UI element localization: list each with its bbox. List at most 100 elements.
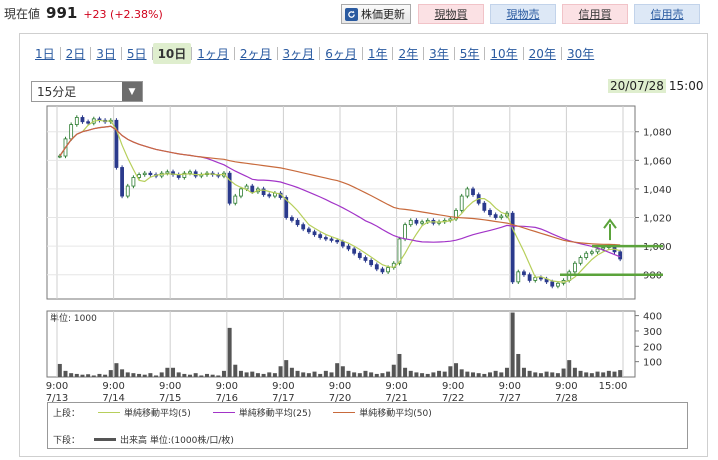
price-tick-label: 980 — [643, 271, 662, 282]
candle-body — [295, 219, 300, 226]
refresh-icon — [345, 7, 358, 21]
volume-bar — [57, 363, 62, 377]
candle-body — [386, 267, 391, 273]
tab-period[interactable]: 20年 — [528, 46, 556, 61]
tab-period[interactable]: 5日 — [126, 46, 147, 61]
tab-period[interactable]: 30年 — [566, 46, 595, 61]
volume-bar — [578, 370, 583, 377]
candle-body — [284, 197, 289, 218]
price-tick-label: 1,040 — [643, 185, 672, 196]
volume-unit-label: 単位: 1000 — [50, 312, 97, 324]
volume-bar — [63, 370, 68, 377]
candle-body — [578, 257, 583, 264]
volume-bar — [284, 360, 289, 377]
tab-period[interactable]: 1年 — [367, 46, 388, 61]
candle-body — [516, 271, 521, 283]
date-axis-label: 7/15 — [159, 393, 181, 404]
volume-bar — [91, 375, 96, 377]
candle-body — [239, 188, 243, 197]
tab-period[interactable]: 10年 — [490, 46, 518, 61]
legend-upper-label: 上段： — [53, 409, 81, 419]
tab-separator — [392, 46, 394, 60]
candle-body — [267, 194, 272, 197]
candle-body — [357, 252, 362, 258]
legend-ma50: 単純移動平均(50) — [359, 409, 432, 419]
volume-bar — [448, 366, 453, 377]
tab-separator — [453, 46, 455, 60]
tab-period[interactable]: 1ヶ月 — [197, 46, 229, 61]
candle-body — [244, 185, 249, 190]
volume-bar — [437, 370, 442, 377]
tab-separator — [560, 46, 562, 60]
volume-bar — [595, 371, 600, 377]
candle-body — [148, 172, 153, 176]
tab-period[interactable]: 3年 — [429, 46, 449, 61]
volume-bar — [471, 372, 476, 377]
candle-body — [323, 237, 328, 240]
date-axis-label: 7/21 — [385, 393, 407, 404]
volume-bar — [459, 369, 464, 377]
volume-bar — [391, 364, 396, 377]
volume-bar — [340, 366, 345, 377]
volume-bar — [312, 371, 317, 377]
margin-buy-button[interactable]: 信用買 — [562, 4, 628, 24]
volume-bar — [278, 366, 283, 377]
time-axis-label: 9:00 — [555, 381, 577, 392]
volume-bar — [487, 372, 492, 377]
refresh-price-button[interactable]: 株価更新 — [341, 4, 411, 24]
tab-period[interactable]: 5年 — [459, 46, 480, 61]
volume-bar — [120, 369, 125, 377]
volume-bar — [544, 371, 549, 377]
candle-body — [499, 215, 504, 218]
chart-panel: 1日 2日 3日 5日 10日 1ヶ月 2ヶ月 3ヶ月 6ヶ月 1年 2年 3年 5年 10年 20年 30年… — [19, 33, 708, 457]
volume-bar — [346, 370, 351, 377]
current-price-label: 現在値 — [4, 7, 41, 21]
tab-period[interactable]: 3日 — [96, 46, 116, 61]
volume-bar — [221, 370, 226, 377]
date-axis-label: 7/14 — [102, 393, 124, 404]
volume-bar — [454, 363, 459, 377]
volume-bar — [267, 372, 272, 377]
candle-body — [165, 171, 170, 174]
volume-bar — [414, 372, 419, 377]
candle-body — [522, 271, 526, 276]
tab-period[interactable]: 2日 — [65, 46, 86, 61]
volume-bar — [335, 363, 340, 377]
volume-bar — [114, 363, 119, 377]
date-axis-label: 7/27 — [499, 393, 521, 404]
tab-separator — [484, 46, 486, 60]
tab-period[interactable]: 2年 — [398, 46, 419, 61]
volume-bar — [148, 373, 153, 377]
volume-bar — [176, 372, 181, 377]
margin-sell-button[interactable]: 信用売 — [634, 4, 700, 24]
tab-separator — [191, 46, 193, 60]
tab-period[interactable]: 2ヶ月 — [239, 46, 272, 61]
cash-sell-button[interactable]: 現物売 — [490, 4, 556, 24]
volume-bar — [329, 372, 334, 377]
volume-bar — [250, 371, 255, 377]
volume-bar — [103, 374, 108, 377]
cash-buy-button[interactable]: 現物買 — [418, 4, 484, 24]
volume-bar — [171, 367, 176, 377]
candle-body — [340, 241, 345, 247]
legend-ma5: 単純移動平均(5) — [124, 409, 191, 419]
candle-body — [182, 172, 187, 178]
volume-bar — [425, 373, 430, 377]
tab-period[interactable]: 3ヶ月 — [282, 46, 315, 61]
current-price-row: 現在値 991 +23 (+2.38%) — [4, 4, 163, 26]
volume-bar — [369, 372, 374, 377]
date-axis-label: 7/17 — [272, 393, 294, 404]
tab-period[interactable]: 1日 — [35, 46, 55, 61]
tab-period[interactable]: 10日 — [152, 42, 192, 64]
candle-body — [363, 257, 368, 261]
tab-period[interactable]: 6ヶ月 — [325, 46, 357, 61]
volume-bar — [403, 367, 408, 377]
volume-bar — [352, 372, 357, 377]
volume-bar — [504, 367, 509, 377]
volume-bar — [272, 373, 277, 377]
candle-body — [584, 252, 589, 258]
volume-bar — [261, 373, 266, 377]
candle-interval-select[interactable]: 15分足 ▼ — [31, 81, 143, 102]
volume-bar — [476, 373, 481, 377]
